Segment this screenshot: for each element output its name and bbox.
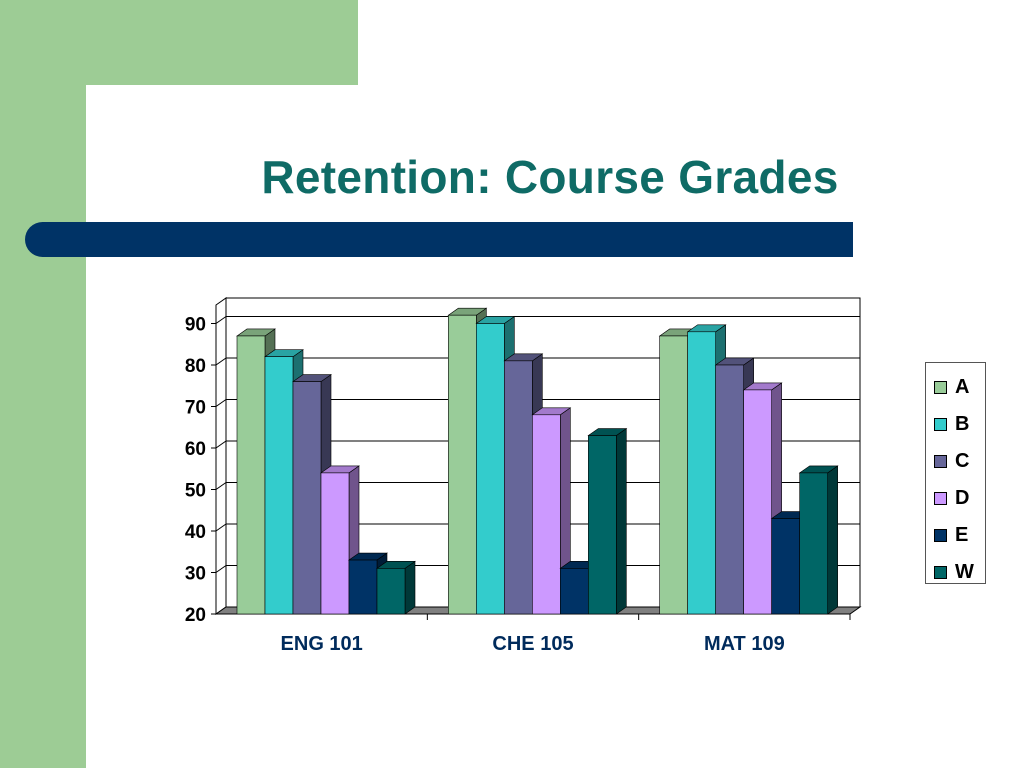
legend-label: A — [955, 376, 970, 398]
gridline-side — [215, 482, 227, 490]
legend-label: E — [955, 524, 969, 546]
bar-side — [827, 465, 838, 615]
bar — [476, 323, 505, 615]
bar — [236, 335, 266, 615]
legend-item: E — [926, 517, 985, 554]
legend-swatch — [934, 455, 947, 468]
x-category-label: ENG 101 — [281, 633, 363, 655]
legend-item: A — [926, 369, 985, 406]
gridline-side — [215, 399, 227, 407]
bar — [532, 414, 561, 615]
legend-label: B — [955, 413, 970, 435]
legend-item: D — [926, 480, 985, 517]
bar — [799, 472, 828, 615]
bar — [659, 335, 688, 615]
legend-swatch — [934, 566, 947, 579]
legend-label: W — [955, 561, 974, 583]
x-category-label: MAT 109 — [704, 633, 785, 655]
y-tick-label: 20 — [185, 605, 206, 626]
legend-swatch — [934, 381, 947, 394]
bar — [504, 360, 533, 615]
gridline-side — [215, 523, 227, 532]
bar — [687, 331, 716, 615]
bar — [376, 568, 406, 615]
y-tick-label: 90 — [185, 315, 206, 336]
bar — [715, 364, 744, 615]
gridline-side — [215, 440, 227, 449]
x-category-label: CHE 105 — [492, 633, 573, 655]
gridline-side — [215, 565, 227, 573]
legend-swatch — [934, 492, 947, 505]
legend-swatch — [934, 418, 947, 431]
bar — [588, 435, 617, 615]
title-underline-bar — [25, 222, 853, 257]
legend-label: C — [955, 450, 970, 472]
y-tick-label: 30 — [185, 564, 206, 585]
slide-title: Retention: Course Grades — [261, 151, 839, 203]
bar-side — [404, 560, 416, 615]
bar — [771, 518, 800, 615]
y-tick-label: 50 — [185, 481, 206, 502]
bar-side — [616, 427, 627, 615]
bar — [743, 389, 772, 615]
y-tick-label: 40 — [185, 522, 206, 543]
decor-green-strip — [0, 0, 86, 768]
legend-swatch — [934, 529, 947, 542]
y-tick-label: 70 — [185, 398, 206, 419]
bar — [292, 381, 322, 615]
bar — [264, 356, 294, 615]
y-tick-label: 60 — [185, 439, 206, 460]
bar — [448, 314, 477, 615]
gridline-side — [215, 316, 227, 324]
bar — [560, 568, 589, 615]
gridline-side — [215, 357, 227, 366]
legend-item: W — [926, 554, 985, 591]
legend-item: B — [926, 406, 985, 443]
legend-item: C — [926, 443, 985, 480]
decor-green-corner — [0, 0, 358, 85]
bar — [320, 472, 350, 615]
legend-label: D — [955, 487, 970, 509]
bar — [348, 559, 378, 615]
y-tick-label: 80 — [185, 356, 206, 377]
